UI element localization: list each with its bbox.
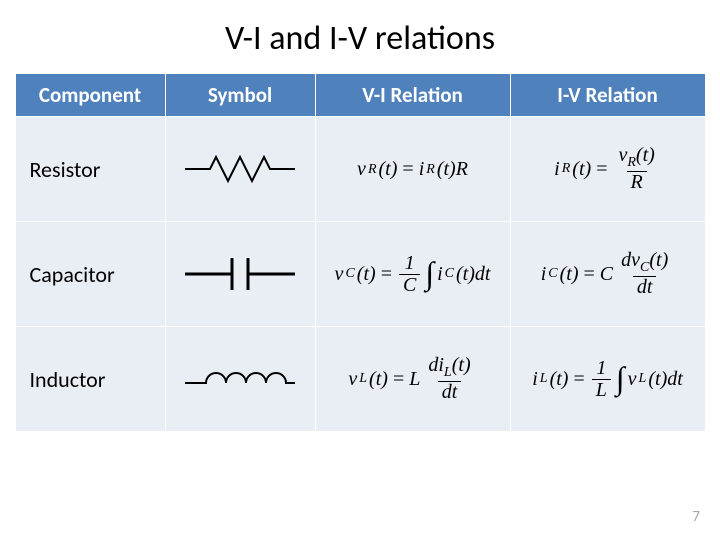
vi-relation: vR(t)=iR(t)R: [315, 117, 510, 222]
th-iv: I-V Relation: [510, 74, 705, 117]
table-row: Inductor vL(t)=LdiL(t)dtiL(t)=1L∫vL(t)dt: [15, 327, 705, 432]
table-row: Resistor vR(t)=iR(t)RiR(t)=vR(t)R: [15, 117, 705, 222]
component-name: Capacitor: [15, 222, 165, 327]
table-header-row: Component Symbol V-I Relation I-V Relati…: [15, 74, 705, 117]
capacitor-symbol: [165, 222, 315, 327]
iv-relation: iC(t)=CdvC(t)dt: [510, 222, 705, 327]
vi-relation: vC(t)=1C∫iC(t)dt: [315, 222, 510, 327]
table-body: ResistorvR(t)=iR(t)RiR(t)=vR(t)RCapacito…: [15, 117, 705, 432]
table-row: Capacitor vC(t)=1C∫iC(t)dtiC(t)=CdvC(t)dt: [15, 222, 705, 327]
th-component: Component: [15, 74, 165, 117]
resistor-symbol: [165, 117, 315, 222]
page-number: 7: [692, 508, 700, 526]
inductor-symbol: [165, 327, 315, 432]
component-name: Resistor: [15, 117, 165, 222]
iv-relation: iL(t)=1L∫vL(t)dt: [510, 327, 705, 432]
iv-relation: iR(t)=vR(t)R: [510, 117, 705, 222]
vi-relation: vL(t)=LdiL(t)dt: [315, 327, 510, 432]
component-name: Inductor: [15, 327, 165, 432]
th-symbol: Symbol: [165, 74, 315, 117]
th-vi: V-I Relation: [315, 74, 510, 117]
relations-table: Component Symbol V-I Relation I-V Relati…: [15, 73, 706, 432]
slide: V-I and I-V relations Component Symbol V…: [0, 0, 720, 540]
slide-title: V-I and I-V relations: [0, 0, 720, 73]
